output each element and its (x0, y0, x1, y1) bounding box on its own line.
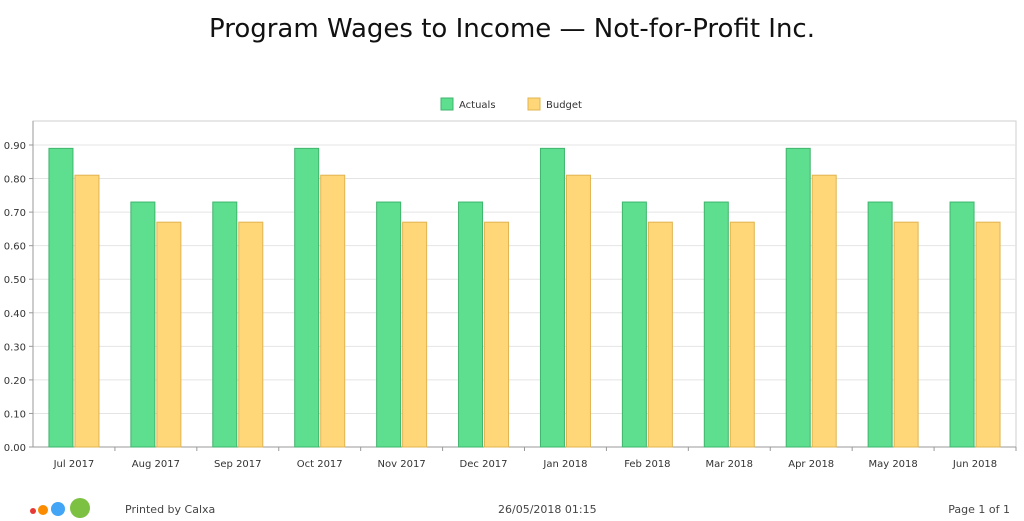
footer-page-number: Page 1 of 1 (948, 503, 1010, 516)
bar-actuals-oct-2017 (294, 147, 320, 448)
calxa-logo (30, 498, 90, 518)
bar-actuals-may-2018 (867, 201, 893, 448)
bar-budget-jun-2018 (975, 221, 1001, 448)
x-tick-label: May 2018 (868, 459, 917, 470)
y-tick-label: 0.70 (4, 208, 26, 219)
bar-actuals-mar-2018 (703, 201, 729, 448)
logo-dot (51, 502, 65, 516)
bar-actuals-jan-2018 (539, 147, 565, 448)
bar-budget-sep-2017 (238, 221, 264, 448)
bar-budget-nov-2017 (402, 221, 428, 448)
plot-area: 0.00 0.10 0.20 0.30 0.40 0.50 0.60 0.70 0.80 0.90… (4, 120, 1017, 470)
y-tick-label: 0.00 (4, 443, 26, 454)
bar-budget-aug-2017 (156, 221, 182, 448)
x-tick-label: Feb 2018 (624, 459, 670, 470)
bar-actuals-aug-2017 (130, 201, 156, 448)
y-tick-label: 0.30 (4, 342, 26, 353)
x-tick-label: Jan 2018 (542, 459, 587, 470)
bar-budget-apr-2018 (811, 174, 837, 448)
y-tick-label: 0.20 (4, 376, 26, 387)
legend-swatch-actuals (440, 97, 454, 111)
legend-label-budget: Budget (546, 100, 582, 111)
footer-printed-by: Printed by Calxa (125, 503, 216, 516)
bar-actuals-jul-2017 (48, 147, 74, 448)
bar-actuals-sep-2017 (212, 201, 238, 448)
logo-dot (70, 498, 90, 518)
x-tick-label: Oct 2017 (297, 459, 343, 470)
bar-actuals-nov-2017 (376, 201, 402, 448)
x-tick-label: Sep 2017 (214, 459, 261, 470)
y-tick-label: 0.60 (4, 242, 26, 253)
chart-title: Program Wages to Income — Not-for-Profit… (208, 14, 815, 44)
bar-budget-feb-2018 (647, 221, 673, 448)
legend: Actuals Budget (440, 97, 582, 111)
x-tick-label: Nov 2017 (378, 459, 426, 470)
bar-budget-mar-2018 (729, 221, 755, 448)
bar-actuals-jun-2018 (949, 201, 975, 448)
y-tick-label: 0.90 (4, 141, 26, 152)
y-tick-label: 0.80 (4, 175, 26, 186)
bar-budget-dec-2017 (484, 221, 510, 448)
bar-budget-jul-2017 (74, 174, 100, 448)
bar-budget-oct-2017 (320, 174, 346, 448)
x-tick-label: Mar 2018 (706, 459, 754, 470)
logo-dot (38, 505, 48, 515)
logo-dot (30, 508, 36, 514)
legend-swatch-budget (527, 97, 541, 111)
bar-actuals-dec-2017 (458, 201, 484, 448)
x-tick-label: Aug 2017 (132, 459, 180, 470)
y-tick-label: 0.40 (4, 309, 26, 320)
x-tick-label: Jul 2017 (53, 459, 95, 470)
y-tick-label: 0.10 (4, 409, 26, 420)
x-tick-label: Dec 2017 (460, 459, 508, 470)
bar-actuals-feb-2018 (621, 201, 647, 448)
footer-datetime: 26/05/2018 01:15 (498, 503, 597, 516)
legend-label-actuals: Actuals (459, 100, 496, 111)
bar-budget-jan-2018 (565, 174, 591, 448)
x-tick-label: Jun 2018 (952, 459, 997, 470)
plot-frame (32, 120, 1017, 448)
bar-budget-may-2018 (893, 221, 919, 448)
x-tick-label: Apr 2018 (788, 459, 834, 470)
bar-actuals-apr-2018 (785, 147, 811, 448)
y-tick-label: 0.50 (4, 275, 26, 286)
